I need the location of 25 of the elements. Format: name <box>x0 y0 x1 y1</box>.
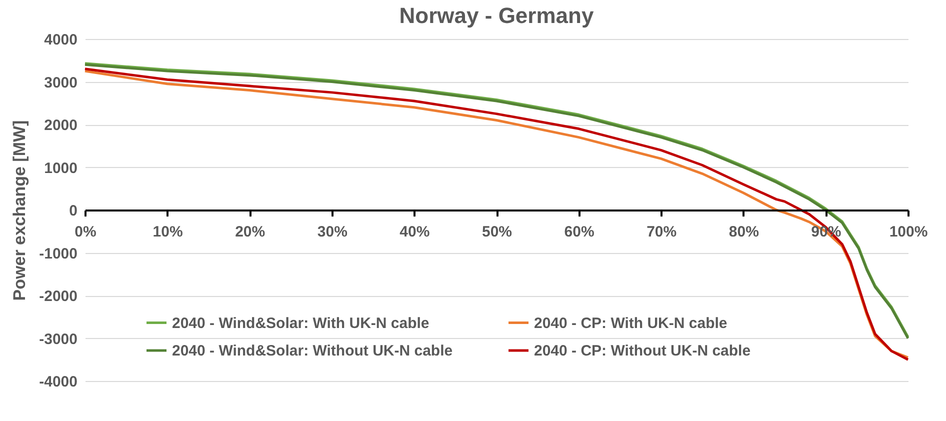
x-tick-label: 20% <box>235 224 266 240</box>
y-tick-label: 1000 <box>44 160 78 177</box>
x-tick-label: 30% <box>317 224 348 240</box>
x-tick-label: 10% <box>152 224 183 240</box>
legend-label: 2040 - Wind&Solar: Without UK-N cable <box>172 342 453 360</box>
legend-label: 2040 - Wind&Solar: With UK-N cable <box>172 314 430 332</box>
x-tick-label: 0% <box>74 224 96 240</box>
x-tick-label: 60% <box>564 224 594 240</box>
y-axis-title: Power exchange [MW] <box>10 120 30 301</box>
x-tick-label: 50% <box>482 224 512 240</box>
y-tick-label: -3000 <box>39 330 78 348</box>
legend-label: 2040 - CP: Without UK-N cable <box>534 342 751 360</box>
y-tick-label: 0 <box>69 202 78 220</box>
y-tick-label: 3000 <box>44 74 78 92</box>
x-tick-label: 100% <box>889 224 928 240</box>
y-tick-label: 2000 <box>44 117 78 134</box>
y-tick-label: 4000 <box>44 32 78 48</box>
legend-label: 2040 - CP: With UK-N cable <box>534 314 728 332</box>
y-tick-label: -4000 <box>39 374 78 390</box>
chart-title: Norway - Germany <box>399 3 594 28</box>
y-tick-label: -2000 <box>39 288 78 305</box>
y-tick-label: -1000 <box>39 245 78 262</box>
x-tick-label: 80% <box>728 224 759 240</box>
x-tick-label: 70% <box>646 224 677 240</box>
x-tick-label: 40% <box>400 224 430 240</box>
